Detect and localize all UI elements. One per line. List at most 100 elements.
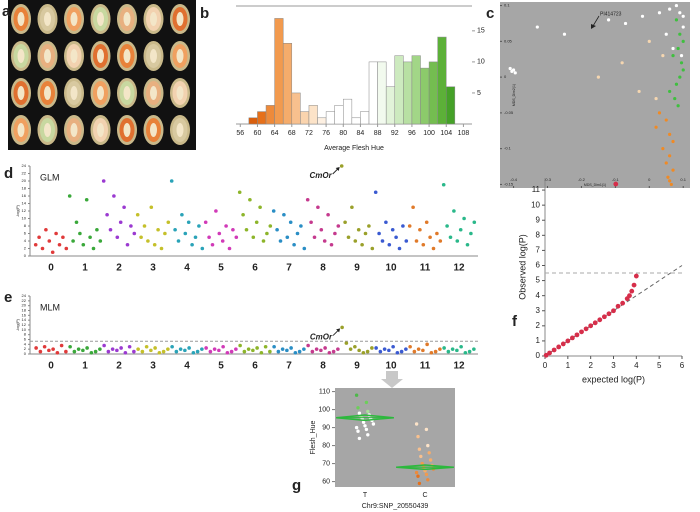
snp-point — [285, 235, 290, 240]
bar — [394, 55, 404, 125]
snp-point — [136, 347, 140, 351]
bar — [403, 61, 413, 125]
chromosome-label: 6 — [252, 361, 258, 372]
y-axis-title: MDS_Dim2(1) — [512, 84, 516, 106]
snp-point — [81, 242, 86, 247]
x-tick-label: 3 — [611, 361, 616, 370]
snp-point — [326, 212, 330, 217]
point — [679, 61, 684, 65]
bar — [325, 111, 335, 125]
gene-label: CmOr — [310, 333, 333, 342]
snp-point — [176, 239, 181, 243]
point — [543, 352, 549, 358]
point — [426, 478, 430, 482]
point — [588, 323, 594, 329]
snp-point — [459, 344, 463, 349]
annotation-arrowhead — [591, 24, 596, 29]
snp-point — [407, 224, 412, 228]
snp-point — [234, 235, 239, 240]
point — [357, 436, 362, 441]
snp-point — [251, 348, 255, 353]
point — [654, 125, 658, 129]
x-tick-label: 80 — [339, 130, 347, 137]
point — [671, 46, 675, 51]
y-tick-label: 22 — [22, 298, 27, 303]
point — [615, 303, 621, 309]
snp-point — [59, 343, 64, 348]
snp-point — [357, 348, 361, 353]
point — [679, 54, 684, 58]
snp-point — [408, 344, 412, 349]
point — [681, 68, 685, 72]
snp-point — [445, 224, 449, 228]
y-axis-title: -log(P) — [15, 204, 20, 217]
snp-point — [217, 231, 222, 236]
snp-point — [336, 347, 340, 351]
x-tick-label: 88 — [374, 130, 382, 137]
point — [611, 308, 616, 314]
snp-point — [251, 235, 256, 240]
snp-point — [221, 344, 225, 349]
point — [560, 341, 566, 347]
snp-point — [76, 347, 81, 351]
point — [676, 46, 680, 51]
snp-point — [344, 341, 349, 345]
x-tick-label: -0.3 — [544, 177, 552, 182]
point — [565, 338, 571, 344]
y-tick-label: -0.15 — [504, 181, 514, 186]
x-tick-label: C — [422, 492, 427, 499]
x-tick-label: 92 — [391, 130, 399, 137]
point — [676, 104, 680, 108]
fruit-cavity — [176, 123, 184, 137]
y-tick-label: 0 — [24, 253, 27, 258]
snp-point — [71, 239, 75, 243]
chromosome-label: 10 — [385, 263, 397, 274]
gene-label: CmOr — [309, 171, 332, 180]
reference-diagonal — [544, 265, 683, 357]
snp-point — [361, 350, 366, 355]
fruit-cavity — [176, 49, 184, 63]
point — [620, 61, 624, 65]
snp-point — [37, 235, 41, 240]
point — [366, 409, 370, 414]
snp-point — [450, 347, 455, 351]
fruit-cavity — [97, 49, 104, 63]
chromosome-label: 12 — [453, 263, 465, 274]
snp-point — [314, 347, 319, 351]
bar — [334, 105, 344, 125]
bar — [248, 117, 258, 125]
snp-point — [110, 347, 115, 351]
snp-point — [61, 235, 65, 240]
snp-point — [166, 347, 170, 351]
snp-point — [387, 242, 392, 247]
point — [597, 317, 603, 323]
chromosome-label: 2 — [116, 263, 122, 274]
point — [417, 481, 422, 486]
snp-point — [441, 182, 446, 187]
bar — [343, 98, 353, 125]
x-tick-label: 76 — [322, 130, 330, 137]
snp-point — [183, 231, 188, 236]
x-tick-label: 0 — [543, 361, 548, 370]
point — [417, 447, 422, 451]
snp-point — [293, 350, 298, 355]
snp-point — [200, 246, 205, 251]
x-tick-label: 0 — [648, 177, 651, 182]
x-tick-label: 68 — [288, 130, 296, 137]
point — [671, 168, 675, 172]
fruit-cavity — [97, 123, 104, 137]
snp-point — [363, 231, 368, 236]
fruit-cavity — [150, 12, 157, 26]
bar — [377, 61, 387, 125]
bar — [282, 43, 293, 125]
snp-point — [51, 347, 55, 351]
snp-point — [47, 348, 51, 353]
point — [629, 288, 635, 294]
snp-point — [390, 227, 395, 232]
y-tick-label: 4 — [24, 341, 27, 346]
snp-point — [47, 239, 52, 243]
model-label: MLM — [40, 302, 60, 312]
y-tick-label: 24 — [22, 293, 27, 298]
y-tick-label: 18 — [22, 308, 27, 313]
y-tick-label: 10 — [22, 216, 27, 221]
